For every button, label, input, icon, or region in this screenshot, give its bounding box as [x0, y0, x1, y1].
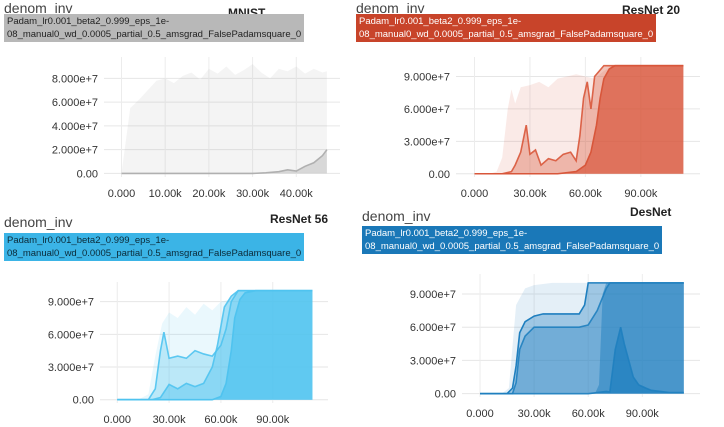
y-tick-label: 6.000e+7 — [404, 104, 450, 116]
x-tick-label: 20.00k — [192, 188, 226, 200]
chart-title: ResNet 20 — [622, 3, 681, 17]
x-tick-label: 60.00k — [569, 188, 603, 200]
chart-plot-area[interactable]: 0.00 3.000e+7 6.000e+7 9.000e+7 0.000 30.00k 6… — [356, 47, 716, 207]
chart-panel-desnet: denom_inv DesNet Padam_lr0.001_beta2_0.9… — [362, 205, 722, 424]
run-badge-line-2: 08_manual0_wd_0.0005_partial_0.5_amsgrad… — [7, 29, 302, 40]
x-tick-label: 30.00k — [513, 188, 547, 200]
y-tick-label: 9.000e+7 — [410, 289, 456, 301]
x-tick-label: 30.00k — [153, 414, 187, 426]
y-tick-label: 0.00 — [429, 169, 450, 181]
run-badge-line-1: Padam_lr0.001_beta2_0.999_eps_1e- — [7, 16, 170, 27]
y-tick-label: 0.00 — [435, 389, 456, 401]
y-tick-label: 4.000e+7 — [52, 121, 98, 133]
panel-label: denom_inv — [356, 0, 425, 16]
y-tick-label: 3.000e+7 — [410, 355, 456, 367]
run-badge[interactable]: Padam_lr0.001_beta2_0.999_eps_1e- 08_man… — [356, 14, 657, 42]
series-area-0 — [121, 64, 327, 174]
chart-plot-area[interactable]: 0.00 2.000e+7 4.000e+7 6.000e+7 8.000e+7 0.00… — [4, 47, 364, 207]
series-line-1 — [121, 149, 328, 175]
x-tick-label: 90.00k — [256, 414, 290, 426]
y-tick-label: 9.000e+7 — [404, 71, 450, 83]
y-tick-label: 3.000e+7 — [48, 362, 94, 374]
panel-label: denom_inv — [362, 208, 431, 224]
chart-panel-resnet56: denom_inv ResNet 56 Padam_lr0.001_beta2_… — [0, 212, 360, 427]
y-tick-label: 6.000e+7 — [48, 329, 94, 341]
run-badge[interactable]: Padam_lr0.001_beta2_0.999_eps_1e- 08_man… — [362, 226, 663, 254]
run-badge-line-2: 08_manual0_wd_0.0005_partial_0.5_amsgrad… — [359, 29, 654, 40]
run-badge-line-1: Padam_lr0.001_beta2_0.999_eps_1e- — [359, 16, 522, 27]
chart-plot-area[interactable]: 0.00 3.000e+7 6.000e+7 9.000e+7 0.000 30.00k 6… — [0, 274, 360, 427]
x-tick-label: 0.000 — [466, 408, 494, 420]
x-tick-label: 30.00k — [518, 408, 552, 420]
chart-title: ResNet 56 — [270, 212, 329, 226]
x-tick-label: 0.000 — [108, 188, 136, 200]
series-line-1 — [480, 282, 684, 395]
series-line-2 — [117, 289, 313, 401]
panel-label: denom_inv — [4, 214, 73, 230]
y-tick-label: 0.00 — [73, 395, 94, 407]
chart-panel-resnet20: denom_inv ResNet 20 Padam_lr0.001_beta2_… — [356, 0, 716, 213]
x-tick-label: 40.00k — [280, 188, 314, 200]
y-tick-label: 2.000e+7 — [52, 145, 98, 157]
run-badge[interactable]: Padam_lr0.001_beta2_0.999_eps_1e- 08_man… — [4, 233, 305, 261]
x-tick-label: 0.000 — [104, 414, 132, 426]
x-tick-label: 60.00k — [204, 414, 238, 426]
run-badge-line-1: Padam_lr0.001_beta2_0.999_eps_1e- — [365, 228, 528, 239]
x-tick-label: 90.00k — [626, 408, 660, 420]
series-area-3 — [480, 282, 684, 394]
x-tick-label: 0.000 — [461, 188, 489, 200]
y-tick-label: 0.00 — [77, 168, 98, 180]
y-tick-label: 3.000e+7 — [404, 136, 450, 148]
y-tick-label: 6.000e+7 — [410, 322, 456, 334]
series-line-3 — [117, 289, 313, 401]
series-line-2 — [474, 64, 684, 175]
run-badge[interactable]: Padam_lr0.001_beta2_0.999_eps_1e- 08_man… — [4, 14, 305, 42]
series-area-2 — [474, 65, 684, 174]
panel-label: denom_inv — [4, 0, 73, 16]
x-tick-label: 10.00k — [149, 188, 183, 200]
y-tick-label: 6.000e+7 — [52, 97, 98, 109]
run-badge-line-2: 08_manual0_wd_0.0005_partial_0.5_amsgrad… — [7, 248, 302, 259]
chart-panel-mnist: denom_inv MNIST Padam_lr0.001_beta2_0.99… — [0, 0, 360, 213]
run-badge-line-2: 08_manual0_wd_0.0005_partial_0.5_amsgrad… — [365, 241, 660, 252]
series-line-4 — [480, 326, 684, 395]
x-tick-label: 30.00k — [236, 188, 270, 200]
x-tick-label: 90.00k — [624, 188, 658, 200]
series-area-1 — [121, 149, 327, 174]
y-tick-label: 8.000e+7 — [52, 73, 98, 85]
run-badge-line-1: Padam_lr0.001_beta2_0.999_eps_1e- — [7, 235, 170, 246]
series-line-1 — [474, 64, 684, 175]
x-tick-label: 60.00k — [572, 408, 606, 420]
chart-plot-area[interactable]: 0.00 3.000e+7 6.000e+7 9.000e+7 0.000 30.00k 6… — [362, 266, 722, 424]
chart-title: DesNet — [630, 205, 672, 219]
y-tick-label: 9.000e+7 — [48, 297, 94, 309]
plot-background — [104, 57, 340, 177]
series-area-3 — [117, 290, 313, 400]
